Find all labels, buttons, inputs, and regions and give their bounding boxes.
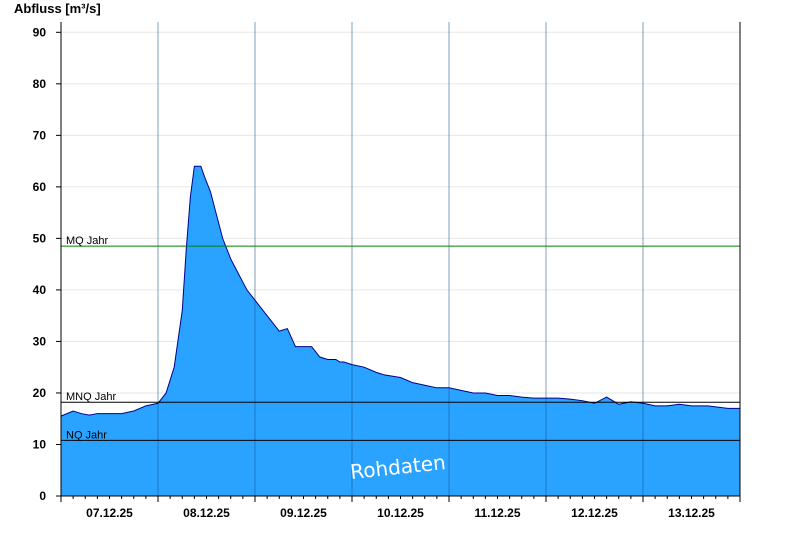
x-tick-label: 12.12.25: [571, 506, 618, 520]
y-tick-labels: 0 10 20 30 40 50 60 70 80 90: [33, 25, 61, 503]
x-tick-labels: 07.12.25 08.12.25 09.12.25 10.12.25 11.12.25…: [60, 496, 741, 520]
y-tick-label: 20: [33, 386, 47, 400]
x-tick-label: 08.12.25: [183, 506, 230, 520]
reference-line-label: MQ Jahr: [66, 235, 109, 247]
y-tick-label: 0: [39, 489, 46, 503]
x-tick-label: 07.12.25: [86, 506, 133, 520]
reference-line-label: NQ Jahr: [66, 429, 107, 441]
y-tick-label: 80: [33, 77, 47, 91]
y-axis-title: Abfluss [m³/s]: [14, 1, 101, 16]
reference-lines: MQ Jahr MNQ Jahr NQ Jahr: [61, 235, 740, 441]
x-tick-label: 11.12.25: [474, 506, 520, 520]
y-tick-label: 50: [33, 231, 47, 245]
y-tick-label: 60: [33, 180, 47, 194]
x-tick-label: 13.12.25: [668, 506, 715, 520]
discharge-area: [61, 166, 740, 496]
x-tick-label: 10.12.25: [377, 506, 424, 520]
reference-line-label: MNQ Jahr: [66, 391, 116, 403]
y-tick-label: 30: [33, 334, 47, 348]
y-tick-label: 90: [33, 25, 47, 39]
y-tick-label: 10: [33, 437, 47, 451]
y-tick-label: 40: [33, 283, 47, 297]
x-tick-label: 09.12.25: [280, 506, 327, 520]
discharge-line: [60, 165, 740, 417]
day-boundary-lines: [157, 22, 644, 496]
y-tick-label: 70: [33, 128, 47, 142]
